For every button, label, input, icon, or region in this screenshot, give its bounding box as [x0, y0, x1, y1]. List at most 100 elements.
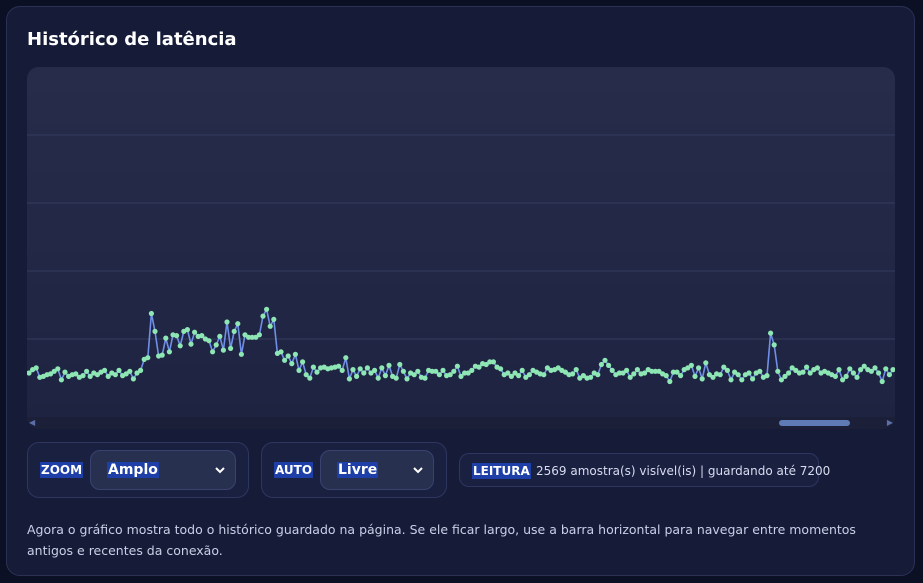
data-point — [80, 373, 86, 379]
data-point — [836, 367, 842, 373]
zoom-label: ZOOM — [40, 462, 84, 478]
data-point — [634, 367, 641, 373]
data-point — [307, 375, 313, 381]
data-point — [649, 368, 655, 374]
data-point — [296, 367, 302, 373]
data-point — [512, 370, 518, 376]
auto-select-value: Livre — [337, 462, 379, 478]
data-point — [890, 367, 895, 373]
data-point — [476, 364, 482, 370]
data-point — [631, 371, 637, 377]
data-point — [764, 373, 770, 379]
data-point — [498, 366, 504, 372]
data-point — [368, 370, 374, 376]
help-note: Agora o gráfico mostra todo o histórico … — [27, 522, 856, 558]
data-point — [264, 306, 270, 312]
data-point — [145, 355, 151, 361]
data-point — [278, 349, 284, 355]
data-point — [602, 357, 608, 363]
auto-select[interactable]: Livre — [320, 450, 434, 490]
data-point — [130, 376, 136, 382]
scroll-right-arrow-icon[interactable]: ▶ — [886, 418, 893, 427]
data-point — [267, 323, 273, 329]
data-point — [868, 368, 875, 374]
latency-chart-svg — [27, 134, 895, 385]
data-point — [663, 373, 669, 379]
data-point — [206, 338, 212, 344]
data-point — [519, 367, 525, 373]
data-point — [411, 372, 417, 378]
data-point — [757, 368, 763, 374]
latency-line — [28, 306, 894, 384]
chevron-down-icon — [215, 467, 225, 474]
data-point — [361, 370, 367, 376]
data-point — [58, 377, 64, 383]
data-point — [224, 319, 230, 325]
data-point — [217, 333, 223, 339]
data-point — [595, 372, 601, 378]
data-point — [94, 372, 100, 378]
reading-status: LEITURA 2569 amostra(s) visível(is) | gu… — [459, 453, 830, 487]
data-point — [883, 366, 889, 372]
zoom-control: ZOOM Amplo — [27, 442, 249, 498]
data-point — [656, 368, 662, 374]
data-point — [256, 332, 262, 338]
panel-title: Histórico de latência — [27, 29, 237, 50]
data-point — [159, 352, 165, 358]
data-point — [843, 373, 849, 379]
data-point — [879, 378, 885, 385]
scrollbar-thumb[interactable] — [779, 420, 850, 426]
data-point — [292, 351, 298, 357]
data-point — [786, 370, 792, 376]
data-point — [163, 335, 169, 341]
data-point — [231, 328, 237, 334]
data-point — [678, 373, 684, 379]
data-point — [606, 362, 612, 368]
data-point — [404, 376, 410, 382]
data-point — [505, 370, 511, 376]
data-point — [415, 368, 421, 374]
data-point — [850, 370, 857, 376]
data-point — [174, 333, 180, 339]
scroll-left-arrow-icon[interactable]: ◀ — [29, 418, 36, 427]
auto-control: AUTO Livre — [261, 442, 447, 498]
horizontal-scrollbar[interactable]: ◀ ▶ — [27, 417, 895, 429]
data-point — [814, 365, 821, 371]
data-point — [861, 363, 867, 369]
data-point — [393, 375, 399, 381]
data-point — [886, 372, 893, 378]
data-point — [483, 361, 489, 368]
data-point — [854, 374, 860, 380]
data-point — [192, 329, 198, 335]
data-point — [343, 355, 349, 361]
data-point — [429, 368, 435, 374]
data-point — [588, 374, 594, 380]
data-point — [148, 310, 154, 317]
data-point — [397, 361, 403, 368]
data-point — [598, 361, 605, 368]
data-point — [375, 375, 381, 381]
data-point — [624, 367, 630, 373]
data-point — [127, 368, 133, 374]
data-point — [354, 373, 360, 379]
data-point — [382, 373, 388, 379]
data-point — [458, 373, 464, 379]
data-point — [73, 371, 79, 377]
data-point — [768, 330, 774, 336]
data-point — [778, 377, 785, 383]
data-point — [372, 367, 378, 373]
data-point — [350, 367, 356, 373]
chevron-down-icon — [413, 467, 423, 474]
data-point — [696, 365, 702, 371]
data-point — [847, 366, 853, 372]
data-point — [710, 374, 716, 380]
data-point — [804, 364, 810, 370]
data-point — [750, 376, 756, 382]
data-point — [454, 363, 460, 369]
data-point — [138, 367, 144, 373]
data-point — [688, 362, 695, 368]
data-point — [616, 370, 623, 376]
data-point — [105, 373, 111, 379]
data-point — [271, 316, 277, 322]
zoom-select[interactable]: Amplo — [90, 450, 236, 490]
